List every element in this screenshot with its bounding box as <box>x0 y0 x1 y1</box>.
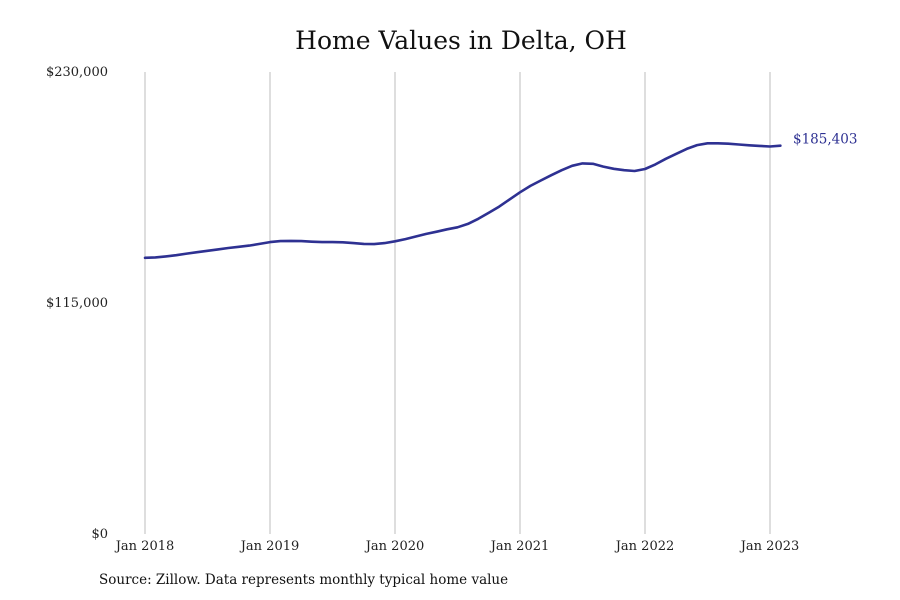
y-tick-label: $0 <box>91 527 108 542</box>
source-note: Source: Zillow. Data represents monthly … <box>99 572 509 588</box>
chart-title: Home Values in Delta, OH <box>295 26 627 55</box>
x-tick-label: Jan 2020 <box>364 539 425 554</box>
x-tick-label: Jan 2022 <box>614 539 675 554</box>
x-axis-ticks: Jan 2018 Jan 2019 Jan 2020 Jan 2021 Jan 2022… <box>114 539 800 554</box>
y-axis-ticks: $0 $115,000 $230,000 <box>46 65 108 542</box>
y-tick-label: $230,000 <box>46 65 108 80</box>
x-tick-label: Jan 2019 <box>239 539 300 554</box>
end-label-group: $185,403 <box>793 132 857 148</box>
home-value-line <box>143 142 782 260</box>
y-tick-label: $115,000 <box>46 296 108 311</box>
x-tick-label: Jan 2018 <box>114 539 175 554</box>
x-gridlines <box>144 72 771 534</box>
series-group <box>143 142 782 260</box>
x-tick-label: Jan 2021 <box>489 539 550 554</box>
x-tick-label: Jan 2023 <box>739 539 800 554</box>
end-value-label: $185,403 <box>793 132 857 148</box>
